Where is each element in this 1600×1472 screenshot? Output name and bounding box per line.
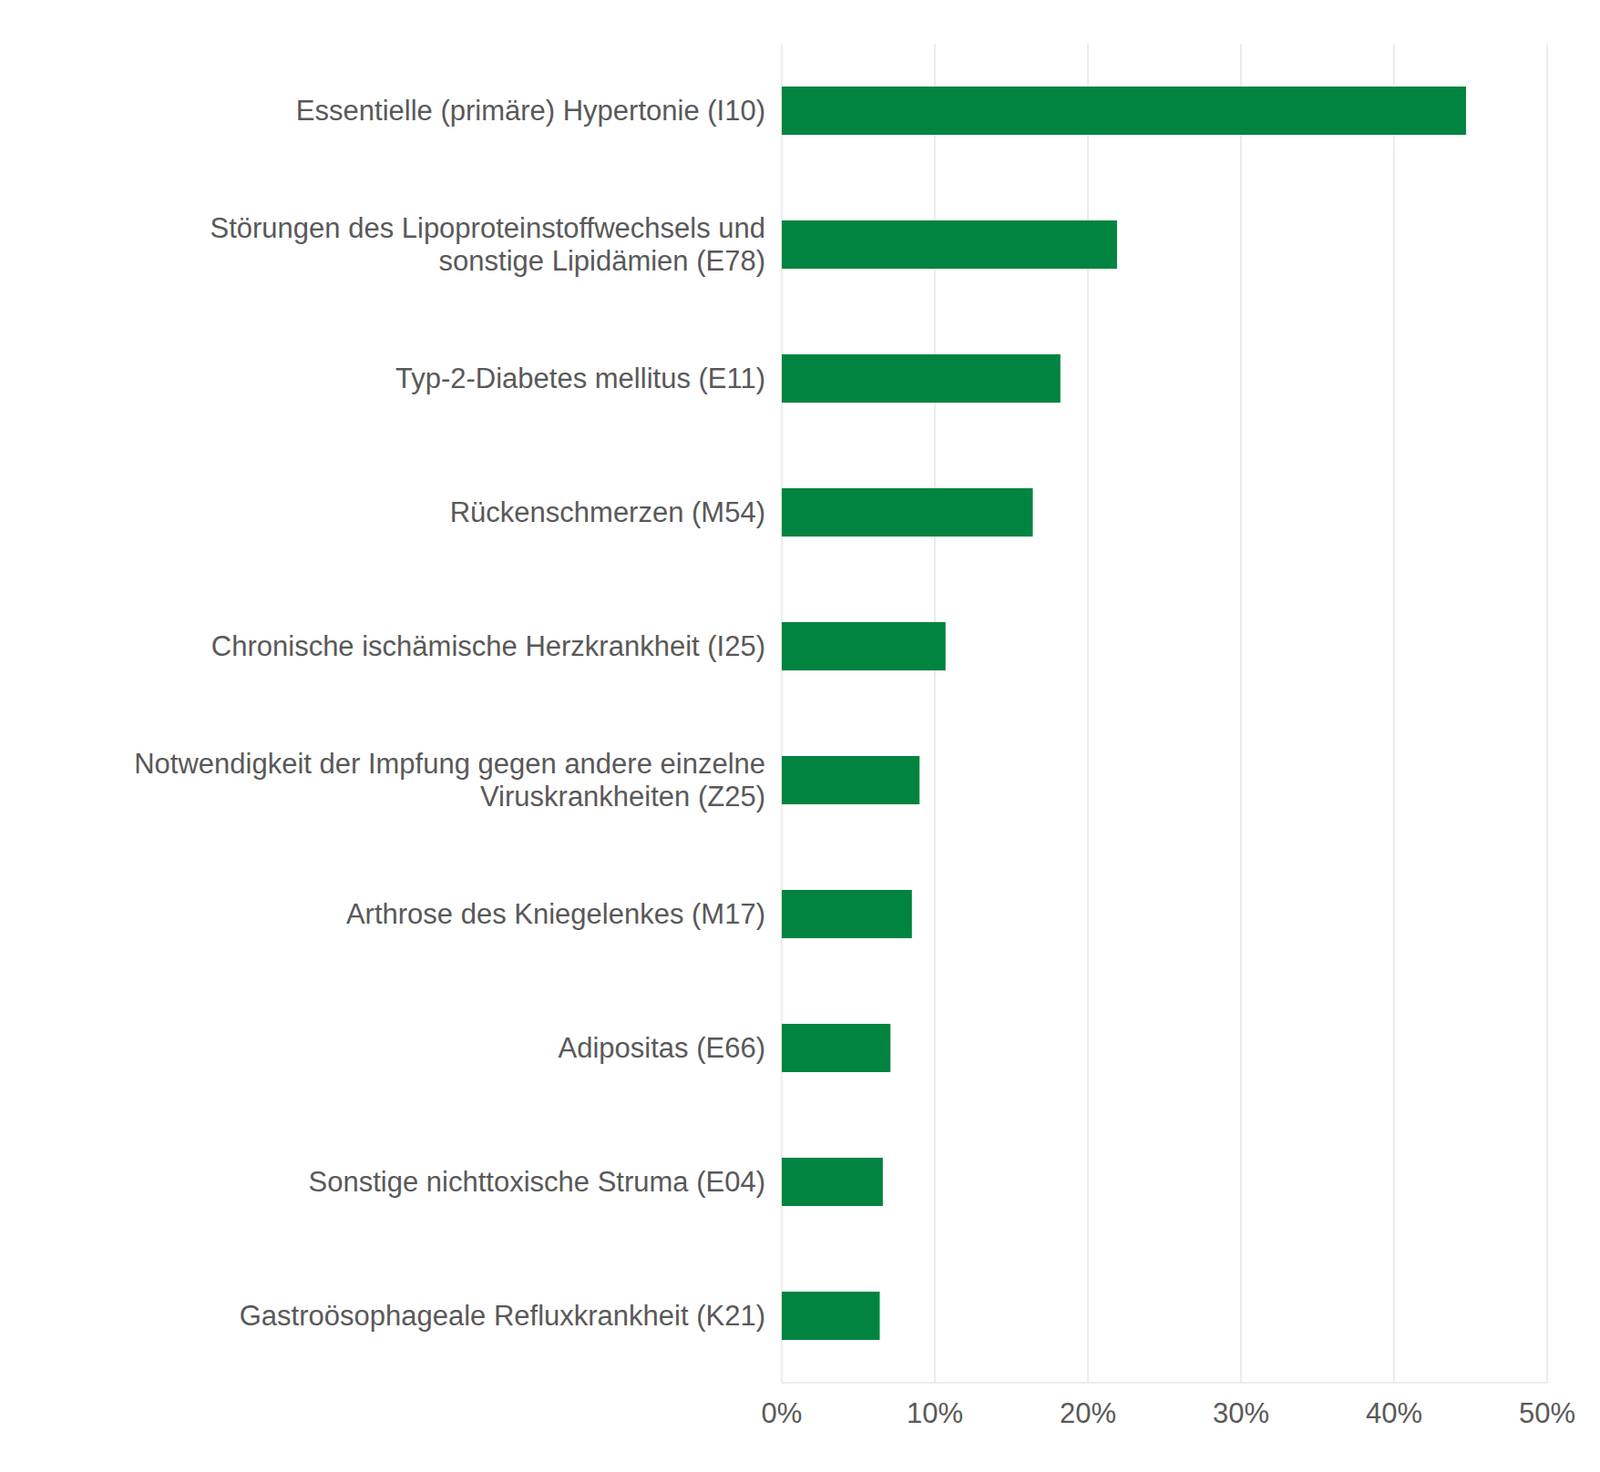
svg-text:30%: 30% [1212, 1397, 1270, 1430]
svg-text:Typ-2-Diabetes mellitus (E11): Typ-2-Diabetes mellitus (E11) [395, 362, 766, 395]
svg-text:Viruskrankheiten (Z25): Viruskrankheiten (Z25) [480, 780, 766, 813]
svg-text:Adipositas (E66): Adipositas (E66) [558, 1032, 766, 1065]
svg-text:Arthrose des Kniegelenkes (M17: Arthrose des Kniegelenkes (M17) [346, 898, 766, 931]
svg-text:Essentielle (primäre) Hyperton: Essentielle (primäre) Hypertonie (I10) [296, 94, 766, 127]
svg-text:sonstige Lipidämien (E78): sonstige Lipidämien (E78) [439, 245, 766, 277]
svg-text:Sonstige nichttoxische Struma: Sonstige nichttoxische Struma (E04) [308, 1166, 766, 1199]
svg-text:Rückenschmerzen (M54): Rückenschmerzen (M54) [450, 496, 766, 529]
svg-text:Notwendigkeit der Impfung gege: Notwendigkeit der Impfung gegen andere e… [133, 748, 766, 780]
svg-text:Chronische ischämische Herzkra: Chronische ischämische Herzkrankheit (I2… [211, 630, 766, 663]
svg-text:20%: 20% [1059, 1397, 1117, 1430]
svg-text:Störungen des Lipoproteinstoff: Störungen des Lipoproteinstoffwechsels u… [209, 212, 766, 245]
svg-text:40%: 40% [1365, 1397, 1423, 1430]
svg-text:0%: 0% [761, 1397, 803, 1430]
svg-text:Gastroösophageale Refluxkrankh: Gastroösophageale Refluxkrankheit (K21) [239, 1300, 766, 1333]
svg-text:50%: 50% [1518, 1397, 1576, 1430]
svg-text:10%: 10% [906, 1397, 964, 1430]
